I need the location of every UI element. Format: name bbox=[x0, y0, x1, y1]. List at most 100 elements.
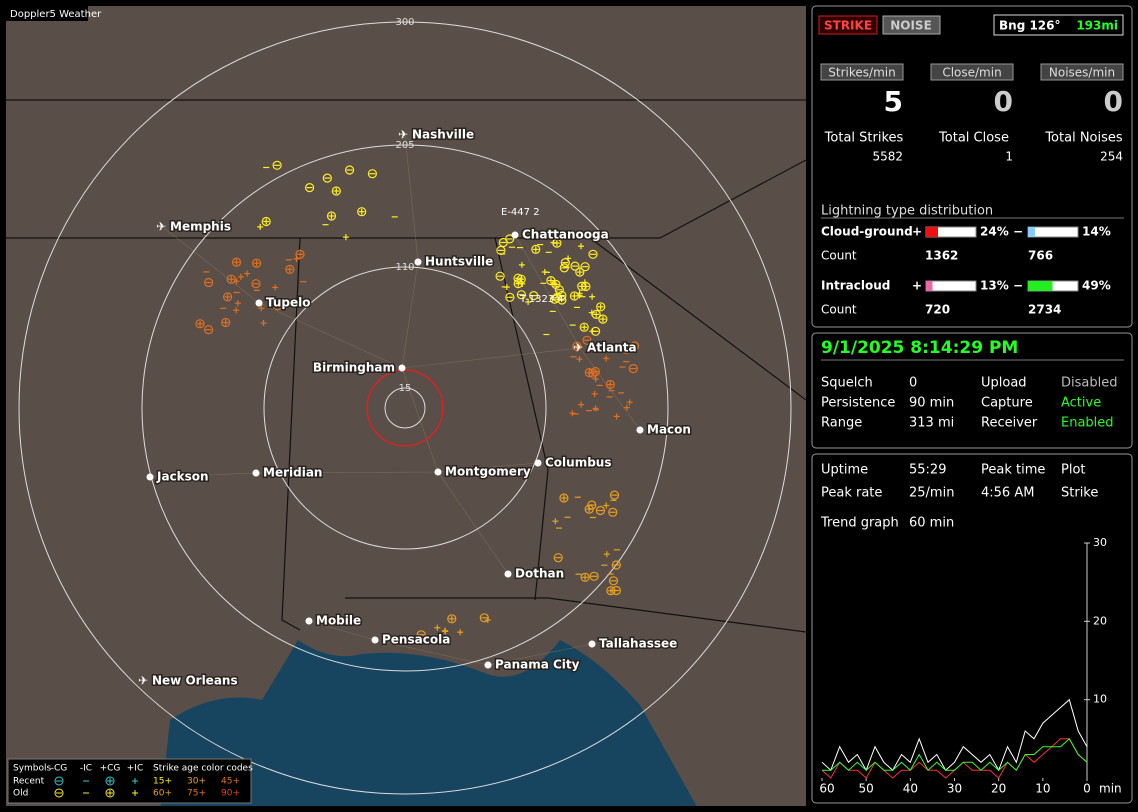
strike-symbol bbox=[223, 292, 233, 302]
strike-symbol bbox=[326, 211, 337, 221]
setting: 313 mi bbox=[909, 416, 954, 431]
strike-symbol bbox=[221, 317, 231, 328]
strike-button-label: STRIKE bbox=[824, 19, 872, 33]
noise-button-label: NOISE bbox=[890, 19, 932, 33]
strike-ring bbox=[575, 267, 585, 277]
strike-symbol bbox=[260, 320, 267, 326]
city-dot bbox=[588, 640, 596, 648]
strike-symbol bbox=[258, 305, 265, 312]
strike-ring bbox=[305, 183, 315, 193]
strike-button[interactable] bbox=[818, 15, 878, 35]
legend-age: 30+ bbox=[187, 777, 206, 787]
city-label: Jackson bbox=[156, 470, 209, 484]
legend-ring bbox=[105, 776, 115, 786]
city-dot bbox=[484, 661, 492, 669]
trend-value: 60 min bbox=[909, 516, 954, 531]
strike-symbol bbox=[606, 586, 616, 596]
range-rings: 300 205 110 15 bbox=[18, 17, 792, 795]
strike-symbol bbox=[416, 630, 426, 640]
settings-panel bbox=[811, 332, 1133, 449]
x-tick-label: 0 bbox=[1083, 782, 1091, 796]
city-dot bbox=[414, 258, 422, 266]
strike-symbol bbox=[244, 270, 251, 277]
type-name: Cloud-ground bbox=[821, 225, 913, 239]
legend-age: 75+ bbox=[187, 789, 206, 799]
strike-symbol bbox=[357, 207, 367, 217]
strike-symbol bbox=[204, 325, 214, 335]
pct-label: 13% bbox=[980, 279, 1009, 293]
strike-ring bbox=[367, 169, 377, 179]
legend-row: Recent bbox=[13, 777, 45, 787]
strike-ring bbox=[584, 504, 594, 514]
strike-symbol bbox=[367, 169, 377, 179]
city-dot bbox=[636, 426, 644, 434]
strike-symbol bbox=[569, 410, 576, 417]
strike-ring bbox=[621, 344, 632, 354]
close-ring bbox=[366, 369, 444, 447]
setting: Upload bbox=[981, 376, 1027, 391]
strike-ring bbox=[598, 314, 608, 324]
bearing-box bbox=[993, 14, 1124, 36]
strike-symbol bbox=[608, 507, 618, 517]
strike-symbol bbox=[591, 309, 601, 319]
strike-symbol bbox=[588, 249, 598, 259]
strike-symbol bbox=[293, 255, 300, 262]
strike-symbol bbox=[285, 264, 295, 274]
strike-symbol bbox=[529, 291, 539, 301]
strike-ring bbox=[580, 572, 590, 582]
legend-symbol bbox=[132, 790, 138, 796]
airport-icon: ✈ bbox=[156, 220, 166, 234]
x-tick-label: 50 bbox=[859, 782, 874, 796]
rate-label: Strikes/min bbox=[828, 66, 895, 80]
strike-symbol bbox=[590, 326, 601, 336]
range-label: 300 bbox=[395, 17, 414, 28]
y-tick-label: 30 bbox=[1093, 536, 1107, 549]
strike-ring bbox=[591, 309, 601, 319]
setting: 0 bbox=[909, 376, 917, 391]
sign: − bbox=[1013, 225, 1023, 239]
strike-ring bbox=[195, 319, 205, 329]
strike-symbol bbox=[582, 335, 592, 345]
strike-ring bbox=[580, 262, 590, 272]
x-tick-label: 10 bbox=[1035, 782, 1050, 796]
city-dot bbox=[371, 636, 379, 644]
legend-box bbox=[7, 758, 252, 804]
strike-ring bbox=[416, 630, 426, 640]
stats-panel bbox=[811, 453, 1133, 804]
legend-ring bbox=[105, 788, 115, 798]
map: 300 205 110 15 ✈ Nashville ✈ Memphis Chattanoog… bbox=[6, 6, 806, 806]
city-label: Atlanta bbox=[587, 341, 637, 355]
rate-value: 0 bbox=[994, 85, 1013, 118]
status-panel bbox=[811, 5, 1133, 328]
strike-symbol bbox=[261, 216, 271, 227]
noise-button[interactable] bbox=[882, 15, 941, 35]
count-value: 1362 bbox=[925, 249, 958, 263]
trend-label: Trend graph bbox=[820, 516, 899, 531]
city-dot bbox=[398, 364, 406, 372]
city-label: Huntsville bbox=[425, 255, 493, 269]
strike-symbol bbox=[576, 356, 583, 363]
legend-age: 90+ bbox=[221, 789, 240, 799]
strike-symbol bbox=[575, 267, 585, 277]
strike-symbol bbox=[322, 173, 332, 183]
strike-ring bbox=[221, 317, 231, 328]
strike-symbol bbox=[580, 262, 590, 272]
count-value: 2734 bbox=[1028, 303, 1061, 317]
city-label: Columbus bbox=[545, 456, 612, 470]
strike-ring bbox=[495, 271, 505, 281]
strike-ring bbox=[231, 257, 242, 267]
x-unit: min bbox=[1099, 782, 1122, 796]
strike-ring bbox=[261, 216, 271, 227]
strike-ring bbox=[251, 279, 261, 289]
city-label: Memphis bbox=[170, 220, 231, 234]
strike-symbol bbox=[505, 292, 515, 302]
strike-symbol bbox=[557, 295, 567, 305]
strike-symbol bbox=[273, 301, 283, 311]
type-name: Intracloud bbox=[821, 279, 890, 293]
strike-ring bbox=[608, 507, 618, 517]
count-value: 766 bbox=[1028, 249, 1053, 263]
strike-symbol bbox=[233, 307, 240, 314]
strike-symbol bbox=[516, 290, 527, 300]
